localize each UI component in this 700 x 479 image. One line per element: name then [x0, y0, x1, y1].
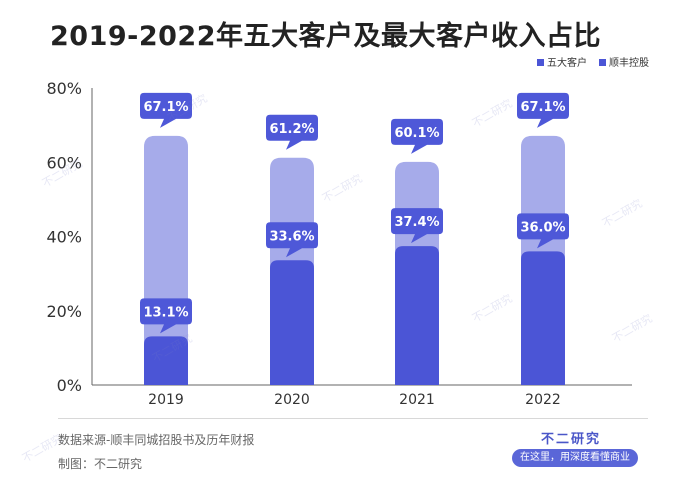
- data-label-box-largest: [517, 213, 569, 249]
- data-label-top5: 60.1%: [394, 126, 439, 141]
- x-tick-label: 2022: [525, 392, 561, 408]
- y-tick-label: 20%: [46, 302, 82, 321]
- chart: 0% 20% 40% 60% 80% 2019 67.1% 13.1% 2020 61.2% 33.…: [46, 56, 649, 408]
- source-note: 数据来源-顺丰同城招股书及历年财报: [58, 433, 255, 447]
- data-label-top5: 61.2%: [269, 122, 314, 137]
- x-tick-label: 2021: [399, 392, 435, 408]
- maker-note: 制图：不二研究: [58, 457, 143, 471]
- x-tick-label: 2020: [274, 392, 310, 408]
- footer-divider: [58, 418, 648, 419]
- data-label-top5: 67.1%: [520, 100, 565, 115]
- data-label-box-top5: [517, 92, 569, 128]
- data-label-largest: 33.6%: [269, 229, 314, 244]
- brand-name: 不二研究: [541, 432, 602, 447]
- legend-swatch: [599, 59, 606, 66]
- data-label-box-top5: [266, 114, 318, 150]
- data-label-largest: 13.1%: [143, 305, 188, 320]
- y-tick-label: 40%: [46, 228, 82, 247]
- bar-largest-customer: [395, 246, 439, 385]
- legend-label: 五大客户: [547, 56, 587, 69]
- y-tick-label: 60%: [46, 153, 82, 172]
- data-label-box-largest: [140, 298, 192, 334]
- legend-swatch: [537, 59, 544, 66]
- data-label-box-largest: [391, 208, 443, 244]
- brand-slogan: 在这里，用深度看懂商业: [512, 449, 638, 467]
- y-tick-label: 80%: [46, 79, 82, 98]
- y-tick-label: 0%: [57, 376, 82, 395]
- legend-label: 顺丰控股: [609, 56, 649, 69]
- data-label-box-largest: [266, 222, 318, 258]
- data-label-top5: 67.1%: [143, 100, 188, 115]
- bar-largest-customer: [270, 260, 314, 385]
- data-label-box-top5: [391, 118, 443, 154]
- data-label-largest: 37.4%: [394, 215, 439, 230]
- x-tick-label: 2019: [148, 392, 184, 408]
- bar-largest-customer: [144, 336, 188, 385]
- bar-largest-customer: [521, 251, 565, 385]
- data-label-box-top5: [140, 92, 192, 128]
- chart-title: 2019-2022年五大客户及最大客户收入占比: [50, 21, 601, 52]
- data-label-largest: 36.0%: [520, 220, 565, 235]
